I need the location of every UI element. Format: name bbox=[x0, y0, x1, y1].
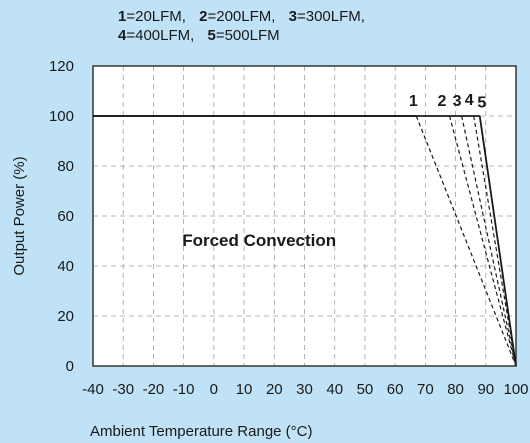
x-tick-label: -40 bbox=[82, 381, 104, 398]
axes bbox=[92, 65, 517, 367]
y-axis-label: Output Power (%) bbox=[11, 156, 28, 275]
legend-entry-1: 1=20LFM, bbox=[118, 8, 186, 25]
x-tick-label: -30 bbox=[112, 381, 134, 398]
x-tick-label: -10 bbox=[173, 381, 195, 398]
plot-frame bbox=[92, 65, 517, 367]
x-tick-label: 40 bbox=[326, 381, 343, 398]
curve-label-2: 2 bbox=[438, 93, 447, 110]
y-tick-label: 120 bbox=[49, 58, 74, 75]
x-tick-label: 80 bbox=[447, 381, 464, 398]
x-tick-label: 30 bbox=[296, 381, 313, 398]
curve-label-5: 5 bbox=[477, 94, 486, 111]
legend-row-2: 4=400LFM, 5=500LFM bbox=[118, 27, 289, 44]
legend-entry-3: 3=300LFM, bbox=[288, 8, 365, 25]
series-5-derating-line bbox=[478, 115, 517, 367]
y-tick-label: 60 bbox=[57, 208, 74, 225]
y-tick-label: 80 bbox=[57, 158, 74, 175]
curve-label-4: 4 bbox=[465, 92, 474, 109]
tick-labels: -40 -30 -20 -10 0 10 20 30 40 50 60 70 80 90 100 0 20 40 6… bbox=[49, 58, 529, 398]
series-lines bbox=[93, 115, 517, 367]
x-tick-label: 60 bbox=[387, 381, 404, 398]
series-3-derating-line bbox=[461, 115, 517, 367]
x-axis-label: Ambient Temperature Range (°C) bbox=[90, 423, 313, 440]
y-tick-label: 20 bbox=[57, 308, 74, 325]
annotation-forced-convection: Forced Convection bbox=[182, 231, 336, 250]
curve-label-3: 3 bbox=[453, 93, 462, 110]
legend-entry-4: 4=400LFM, bbox=[118, 27, 195, 44]
curve-label-1: 1 bbox=[409, 93, 418, 110]
series-1-derating-line bbox=[415, 115, 517, 367]
y-tick-label: 0 bbox=[66, 358, 74, 375]
legend-entry-5: 5=500LFM bbox=[207, 27, 280, 44]
x-tick-label: 90 bbox=[477, 381, 494, 398]
x-tick-label: 50 bbox=[357, 381, 374, 398]
x-tick-label: 100 bbox=[503, 381, 528, 398]
x-tick-label: 0 bbox=[210, 381, 218, 398]
series-2-derating-line bbox=[448, 115, 517, 367]
x-tick-label: -20 bbox=[143, 381, 165, 398]
x-tick-label: 10 bbox=[236, 381, 253, 398]
y-tick-label: 100 bbox=[49, 108, 74, 125]
y-tick-label: 40 bbox=[57, 258, 74, 275]
x-tick-label: 70 bbox=[417, 381, 434, 398]
legend-entry-2: 2=200LFM, bbox=[199, 8, 276, 25]
series-4-derating-line bbox=[473, 115, 517, 367]
x-tick-label: 20 bbox=[266, 381, 283, 398]
legend-row-1: 1=20LFM, 2=200LFM, 3=300LFM, bbox=[118, 8, 374, 25]
